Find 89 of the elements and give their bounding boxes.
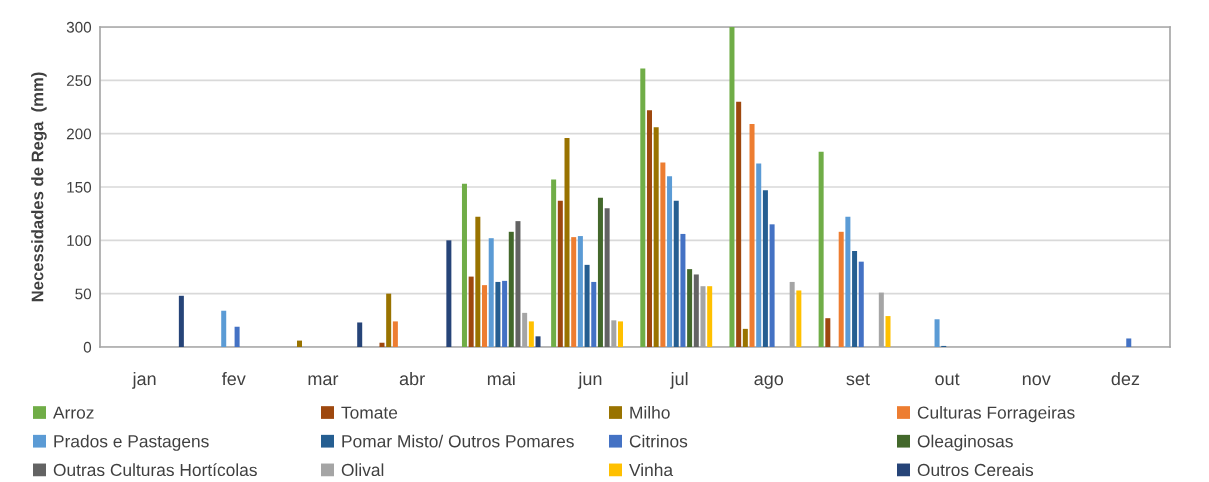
bar <box>297 340 303 347</box>
bar <box>729 27 735 347</box>
bar <box>495 281 501 347</box>
y-axis-title: Necessidades de Rega (mm) <box>31 72 47 302</box>
bar <box>736 101 742 347</box>
y-tick-label: 200 <box>66 128 92 140</box>
bar <box>838 231 844 347</box>
legend-label: Milho <box>630 406 670 419</box>
legend-label: Prados e Pastagens <box>54 434 209 451</box>
bar <box>475 216 481 347</box>
legend-label: Pomar Misto/ Outros Pomares <box>342 434 574 448</box>
x-tick-label: abr <box>399 372 425 386</box>
x-tick-label: jan <box>132 372 156 389</box>
x-tick-label: jun <box>577 372 602 389</box>
legend-label: Olival <box>341 463 384 477</box>
bar <box>357 322 363 347</box>
x-tick-label: jul <box>670 372 688 389</box>
bar <box>818 151 824 347</box>
bar <box>707 286 713 347</box>
bar <box>535 336 541 347</box>
x-tick-label: ago <box>754 375 784 389</box>
bar <box>673 200 679 347</box>
bar <box>769 224 775 347</box>
bar <box>528 321 534 347</box>
bar <box>508 231 514 347</box>
legend-label: Culturas Forrageiras <box>917 406 1075 423</box>
bar <box>461 183 467 347</box>
legend-label: Oleaginosas <box>917 434 1013 451</box>
bar <box>591 281 597 347</box>
bar <box>660 162 666 347</box>
bar <box>379 342 385 347</box>
bar <box>584 264 590 347</box>
bar <box>386 293 392 347</box>
bar <box>687 269 693 347</box>
bar <box>502 280 508 347</box>
legend-label: Outras Culturas Hortícolas <box>53 463 257 477</box>
legend-label: Tomate <box>341 406 398 419</box>
y-tick-label: 100 <box>67 235 92 247</box>
x-tick-label: mar <box>308 375 339 386</box>
bar <box>488 238 494 347</box>
bar <box>468 276 474 347</box>
bar <box>825 318 831 347</box>
y-tick-label: 250 <box>66 75 92 87</box>
bar <box>852 251 858 347</box>
bar <box>564 137 570 347</box>
legend-label: Outros Cereais <box>917 463 1034 477</box>
bar <box>653 127 659 347</box>
bar <box>749 124 755 347</box>
bar <box>885 316 891 347</box>
bar <box>571 237 577 347</box>
bar <box>446 240 452 347</box>
bar <box>845 216 851 347</box>
bar <box>756 163 762 347</box>
bar <box>640 68 646 347</box>
bar <box>762 190 768 347</box>
bar <box>1126 338 1132 347</box>
bar <box>796 290 802 347</box>
bar <box>577 236 583 347</box>
x-tick-label: nov <box>1022 375 1051 386</box>
bar <box>604 208 610 347</box>
bar <box>858 261 864 347</box>
y-tick-label: 300 <box>66 21 92 33</box>
bar <box>515 221 521 347</box>
x-tick-label: out <box>935 373 960 386</box>
x-tick-label: dez <box>1111 372 1140 386</box>
bar <box>234 326 240 347</box>
bar <box>742 328 748 347</box>
bar <box>680 233 686 347</box>
x-tick-label: set <box>846 373 870 386</box>
bar <box>597 197 603 347</box>
bar <box>551 179 557 347</box>
bar <box>667 176 673 347</box>
y-tick-label: 0 <box>83 341 92 353</box>
bar <box>646 110 652 347</box>
x-tick-label: mai <box>487 372 515 386</box>
bar <box>618 321 624 347</box>
bar <box>221 310 227 347</box>
legend-label: Arroz <box>53 406 94 419</box>
y-tick-label: 150 <box>67 181 92 193</box>
x-tick-label: fev <box>221 372 246 386</box>
bar <box>482 285 488 347</box>
bar <box>392 321 398 347</box>
bar <box>557 200 563 347</box>
legend-label: Vinha <box>629 463 674 477</box>
bar <box>693 274 699 347</box>
bar <box>178 295 184 347</box>
bar <box>934 319 940 347</box>
y-tick-label: 50 <box>75 288 92 300</box>
legend-label: Citrinos <box>629 434 688 448</box>
